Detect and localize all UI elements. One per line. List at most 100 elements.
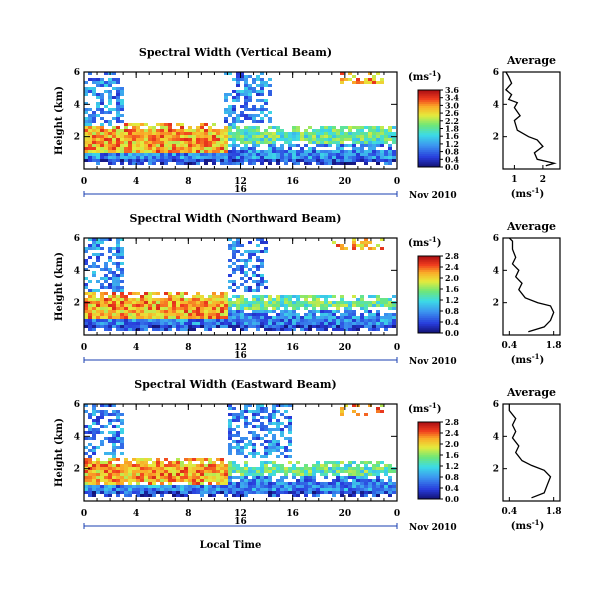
y-tick-label: 4 xyxy=(74,100,80,110)
colorbar-frame xyxy=(417,255,441,334)
average-x-tick-label: 1 xyxy=(511,175,517,185)
colorbar-tick-label: 0.0 xyxy=(445,328,459,338)
average-y-tick-label: 2 xyxy=(493,133,499,143)
average-panel: Average 2 4 6 0.4 1.8(ms-1) xyxy=(493,220,562,366)
heatmap-cells xyxy=(84,404,396,497)
date-marker: 16 xyxy=(234,351,247,361)
colorbar-unit: (ms-1) xyxy=(408,401,441,415)
colorbar: (ms-1) 3.63.43.02.62.21.81.61.20.80.40.0 xyxy=(408,69,459,172)
y-axis-label: Height (km) xyxy=(54,418,65,487)
colorbar-tick-label: 1.2 xyxy=(445,295,459,305)
date-label: Nov 2010 xyxy=(409,357,457,367)
colorbar: (ms-1) 2.82.42.01.61.20.80.40.0 xyxy=(408,235,459,338)
x-tick-label: 8 xyxy=(185,509,191,519)
average-frame xyxy=(502,403,561,502)
colorbar-unit: (ms-1) xyxy=(408,69,441,83)
date-label: Nov 2010 xyxy=(409,523,457,533)
y-tick-label: 2 xyxy=(74,299,80,309)
x-tick-label: 4 xyxy=(133,177,139,187)
y-tick-label: 4 xyxy=(74,432,80,442)
colorbar-frame xyxy=(417,421,441,500)
colorbar-tick-label: 3.0 xyxy=(445,100,459,110)
average-y-tick-label: 2 xyxy=(493,465,499,475)
x-tick-label: 0 xyxy=(81,343,87,353)
x-tick-label: 8 xyxy=(185,177,191,187)
average-y-tick-label: 4 xyxy=(493,100,499,110)
colorbar-tick-label: 0.8 xyxy=(445,147,459,157)
x-tick-label: 0 xyxy=(394,343,400,353)
panel-2: Spectral Width (Eastward Beam)0 4 8 12 16 20 0… xyxy=(54,378,562,551)
average-panel: Average 2 4 6 0.4 1.8(ms-1) xyxy=(493,386,562,532)
colorbar-tick-label: 2.4 xyxy=(445,428,459,438)
x-tick-label: 16 xyxy=(286,177,299,187)
average-y-tick-label: 2 xyxy=(493,299,499,309)
y-tick-label: 6 xyxy=(74,68,80,78)
average-x-label: (ms-1) xyxy=(511,352,544,366)
average-y-tick-label: 6 xyxy=(493,234,499,244)
panel-0: Spectral Width (Vertical Beam)0 4 8 12 16 20 0… xyxy=(54,46,561,201)
colorbar-tick-label: 0.8 xyxy=(445,472,459,482)
y-tick-label: 2 xyxy=(74,133,80,143)
x-tick-label: 16 xyxy=(286,509,299,519)
average-y-tick-label: 4 xyxy=(493,432,499,442)
date-marker: 16 xyxy=(234,185,247,195)
x-tick-label: 4 xyxy=(133,343,139,353)
y-axis-label: Height (km) xyxy=(54,252,65,321)
average-profile-line xyxy=(508,404,552,499)
x-tick-label: 4 xyxy=(133,509,139,519)
colorbar-tick-label: 1.2 xyxy=(445,139,459,149)
average-x-tick-label: 2 xyxy=(540,175,546,185)
panel-title: Spectral Width (Northward Beam) xyxy=(130,212,342,225)
colorbar-tick-label: 2.6 xyxy=(445,108,459,118)
x-tick-label: 12 xyxy=(234,343,247,353)
colorbar-tick-label: 0.8 xyxy=(445,306,459,316)
x-tick-label: 12 xyxy=(234,177,247,187)
y-tick-label: 2 xyxy=(74,465,80,475)
x-tick-label: 12 xyxy=(234,509,247,519)
average-x-tick-label: 0.4 xyxy=(501,507,517,517)
average-y-tick-label: 6 xyxy=(493,68,499,78)
colorbar-tick-label: 0.4 xyxy=(445,317,459,327)
average-frame xyxy=(502,71,561,170)
average-x-tick-label: 0.4 xyxy=(501,341,517,351)
average-x-label: (ms-1) xyxy=(511,186,544,200)
average-x-label: (ms-1) xyxy=(511,518,544,532)
colorbar-tick-label: 1.2 xyxy=(445,461,459,471)
average-frame xyxy=(502,237,561,336)
colorbar-tick-label: 3.6 xyxy=(445,85,459,95)
x-axis-label: Local Time xyxy=(200,540,262,551)
y-tick-label: 6 xyxy=(74,400,80,410)
x-tick-label: 20 xyxy=(339,509,352,519)
average-title: Average xyxy=(506,54,556,67)
colorbar-tick-label: 1.6 xyxy=(445,131,459,141)
x-tick-label: 20 xyxy=(339,177,352,187)
colorbar-tick-label: 2.2 xyxy=(445,116,459,126)
x-tick-label: 0 xyxy=(394,177,400,187)
colorbar-tick-label: 2.4 xyxy=(445,262,459,272)
colorbar-tick-label: 1.6 xyxy=(445,450,459,460)
colorbar: (ms-1) 2.82.42.01.61.20.80.40.0 xyxy=(408,401,459,504)
date-label: Nov 2010 xyxy=(409,191,457,201)
x-tick-label: 16 xyxy=(286,343,299,353)
average-y-tick-label: 6 xyxy=(493,400,499,410)
colorbar-tick-label: 1.8 xyxy=(445,124,459,134)
panel-1: Spectral Width (Northward Beam)0 4 8 12 16 20… xyxy=(54,212,562,367)
y-tick-label: 6 xyxy=(74,234,80,244)
colorbar-tick-label: 0.4 xyxy=(445,154,459,164)
colorbar-tick-label: 1.6 xyxy=(445,284,459,294)
average-y-tick-label: 4 xyxy=(493,266,499,276)
average-x-tick-label: 1.8 xyxy=(546,341,562,351)
colorbar-tick-label: 2.8 xyxy=(445,251,459,261)
average-title: Average xyxy=(506,220,556,233)
date-marker: 16 xyxy=(234,517,247,527)
x-tick-label: 0 xyxy=(81,509,87,519)
colorbar-tick-label: 0.0 xyxy=(445,162,459,172)
x-tick-label: 0 xyxy=(394,509,400,519)
panel-title: Spectral Width (Eastward Beam) xyxy=(134,378,336,391)
y-axis-label: Height (km) xyxy=(54,86,65,155)
heatmap-cells xyxy=(84,72,396,165)
average-profile-line xyxy=(504,71,557,167)
